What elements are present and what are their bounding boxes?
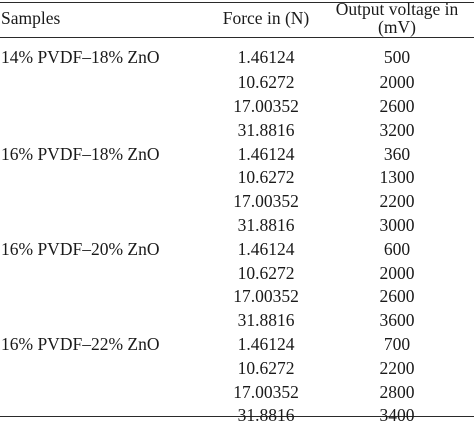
force-cell: 31.8816 [237, 405, 295, 426]
force-cell: 1.46124 [237, 333, 295, 354]
voltage-cell: 1300 [379, 167, 415, 188]
voltage-cell: 600 [383, 238, 411, 259]
force-cell: 1.46124 [237, 143, 295, 164]
force-cell: 31.8816 [237, 214, 295, 235]
force-cell: 31.8816 [237, 310, 295, 331]
table-row: 17.00352 2200 [0, 190, 474, 214]
voltage-cell: 3400 [379, 405, 415, 426]
force-cell: 17.00352 [233, 191, 299, 212]
table-row: 31.8816 3400 [0, 404, 474, 428]
voltage-cell: 2200 [379, 191, 415, 212]
force-cell: 10.6272 [237, 167, 295, 188]
sample-empty [0, 309, 190, 333]
sample-empty [0, 190, 190, 214]
sample-empty [0, 95, 190, 119]
force-cell: 1.46124 [237, 238, 295, 259]
sample-name: 14% PVDF–18% ZnO [1, 47, 160, 68]
sample-empty [0, 214, 190, 238]
table-row: 10.6272 2000 [0, 71, 474, 95]
force-cell: 17.00352 [233, 286, 299, 307]
table-row: 10.6272 1300 [0, 166, 474, 190]
table-row: 14% PVDF–18% ZnO 1.46124 500 [0, 45, 474, 71]
table-body: 14% PVDF–18% ZnO 1.46124 500 10.6272 200… [0, 45, 474, 428]
force-cell: 10.6272 [237, 72, 295, 93]
header-voltage: Output voltage in (mV) [335, 0, 459, 37]
sample-empty [0, 380, 190, 404]
sample-empty [0, 261, 190, 285]
table-row: 31.8816 3000 [0, 214, 474, 238]
sample-name: 16% PVDF–18% ZnO [1, 143, 160, 164]
voltage-cell: 3200 [379, 119, 415, 140]
table-row: 31.8816 3600 [0, 309, 474, 333]
force-cell: 10.6272 [237, 262, 295, 283]
table-row: 17.00352 2600 [0, 95, 474, 119]
sample-empty [0, 404, 190, 428]
table-row: 31.8816 3200 [0, 119, 474, 143]
voltage-cell: 360 [383, 143, 411, 164]
sample-name: 16% PVDF–22% ZnO [1, 333, 160, 354]
sample-empty [0, 119, 190, 143]
table-row: 16% PVDF–18% ZnO 1.46124 360 [0, 142, 474, 166]
force-cell: 31.8816 [237, 119, 295, 140]
header-samples: Samples [1, 7, 61, 28]
sample-name: 16% PVDF–20% ZnO [1, 238, 160, 259]
table-row: 17.00352 2800 [0, 380, 474, 404]
sample-empty [0, 357, 190, 381]
voltage-cell: 2600 [379, 95, 415, 116]
force-cell: 17.00352 [233, 381, 299, 402]
sample-empty [0, 71, 190, 95]
voltage-cell: 500 [383, 47, 411, 68]
voltage-cell: 2200 [379, 357, 415, 378]
table-row: 10.6272 2000 [0, 261, 474, 285]
voltage-cell: 2800 [379, 381, 415, 402]
table-row: 16% PVDF–20% ZnO 1.46124 600 [0, 238, 474, 262]
voltage-cell: 3600 [379, 310, 415, 331]
top-rule [0, 2, 474, 3]
voltage-cell: 700 [383, 333, 411, 354]
voltage-cell: 2000 [379, 262, 415, 283]
force-cell: 17.00352 [233, 95, 299, 116]
header-rule [0, 37, 474, 38]
voltage-cell: 2600 [379, 286, 415, 307]
force-cell: 1.46124 [237, 47, 295, 68]
table-row: 17.00352 2600 [0, 285, 474, 309]
voltage-cell: 2000 [379, 72, 415, 93]
table-row: 16% PVDF–22% ZnO 1.46124 700 [0, 333, 474, 357]
sample-empty [0, 166, 190, 190]
sample-empty [0, 285, 190, 309]
table-row: 10.6272 2200 [0, 357, 474, 381]
header-row: Samples Force in (N) Output voltage in (… [0, 0, 474, 45]
header-force: Force in (N) [222, 7, 310, 28]
force-cell: 10.6272 [237, 357, 295, 378]
voltage-cell: 3000 [379, 214, 415, 235]
